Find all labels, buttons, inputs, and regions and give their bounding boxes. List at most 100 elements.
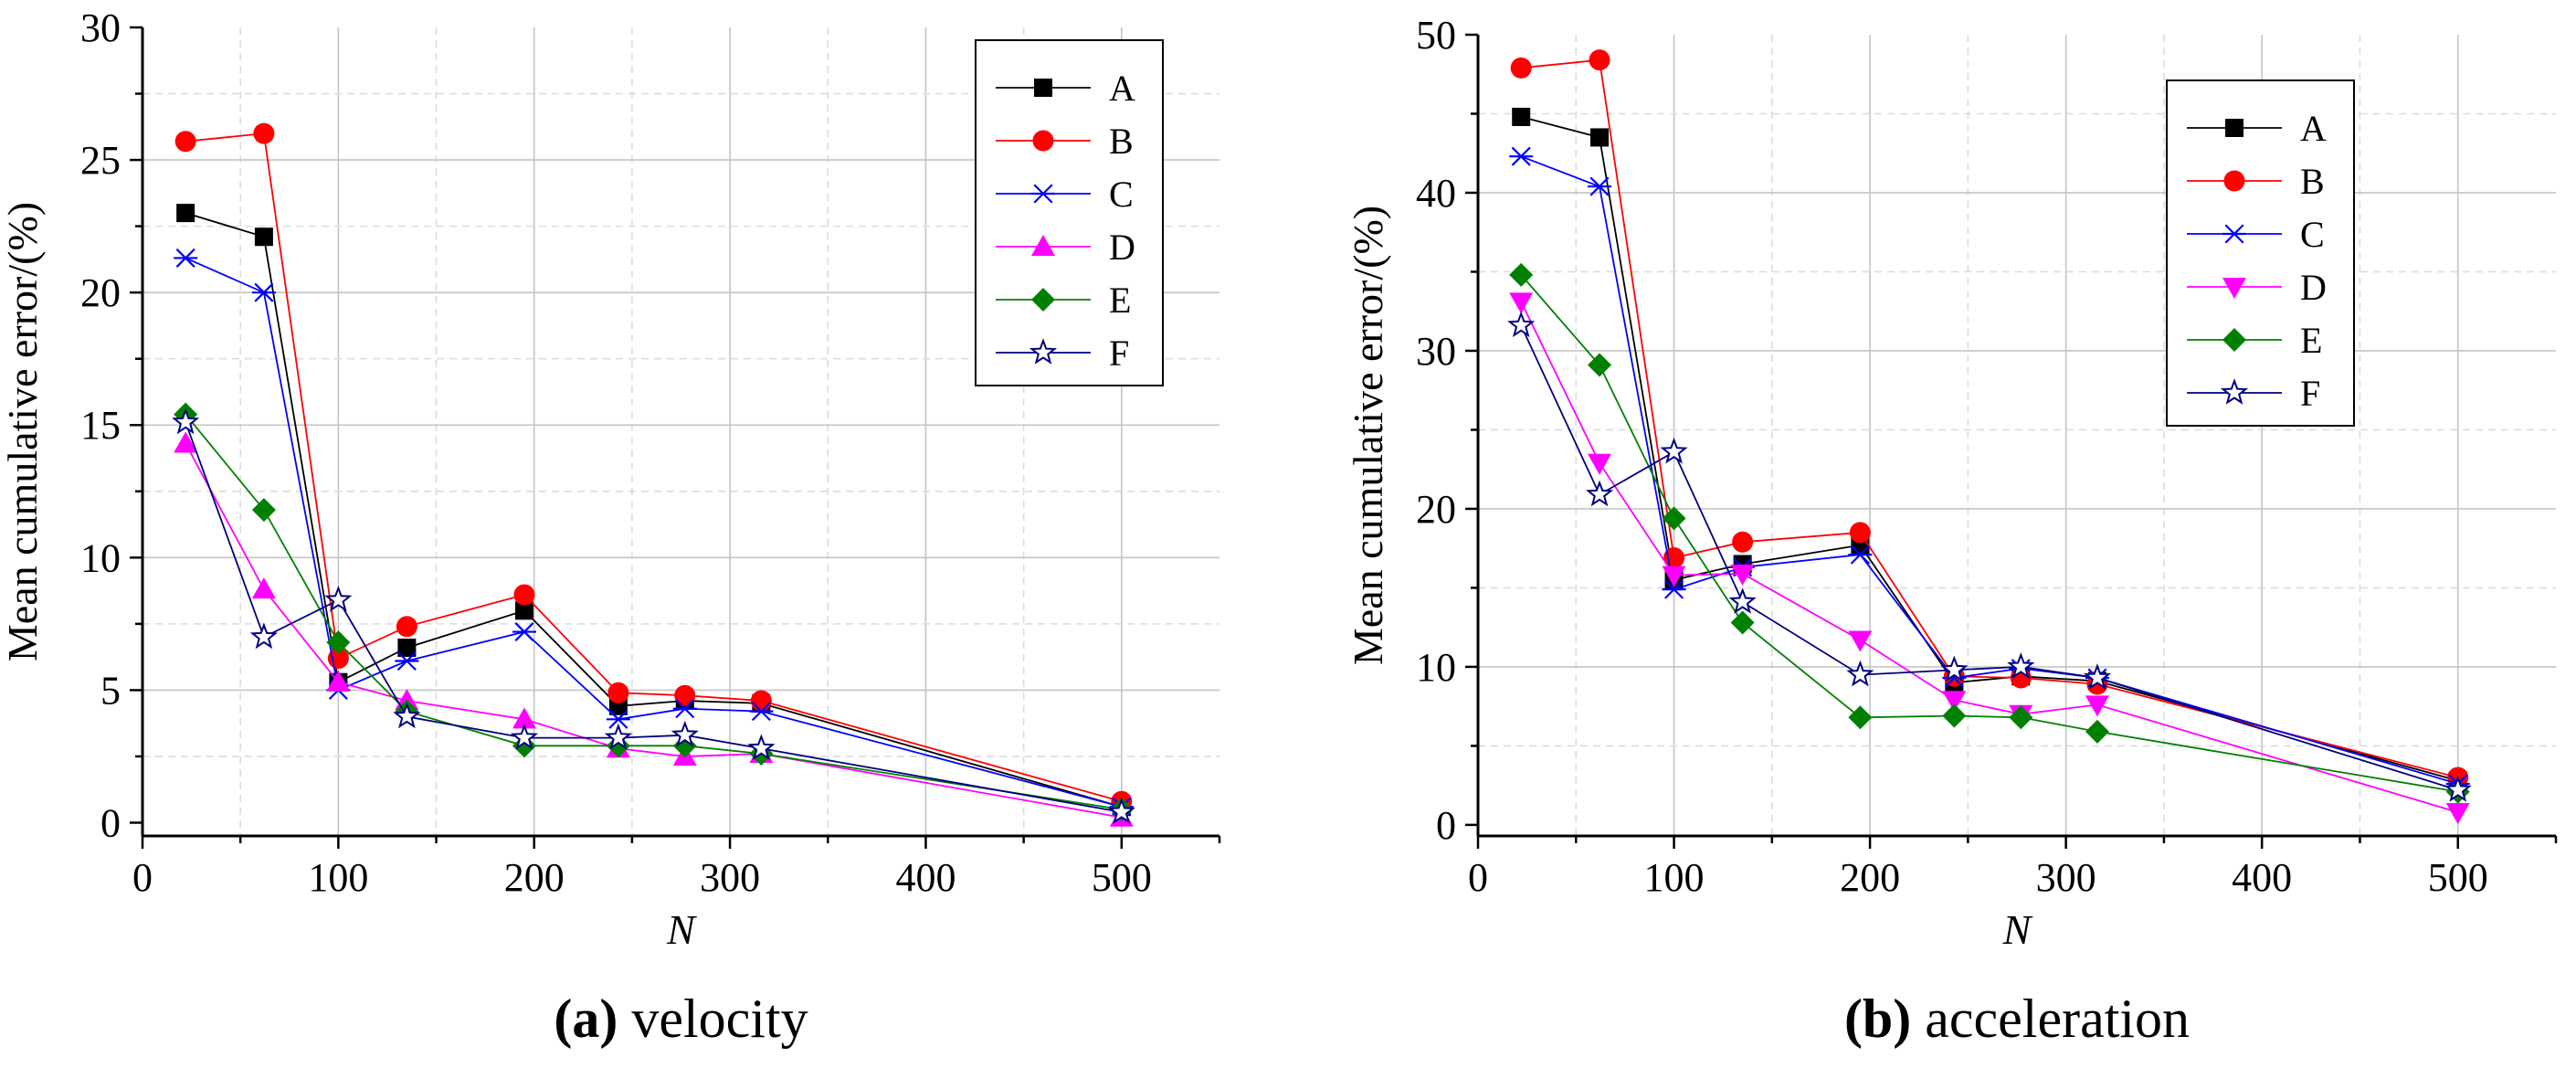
data-point-A [1590, 128, 1610, 147]
legend-marker-C [2222, 224, 2246, 244]
data-point-F [2444, 775, 2472, 802]
data-point-C [1509, 146, 1534, 166]
data-point-C [749, 702, 774, 722]
data-point-E [1730, 610, 1755, 635]
data-point-C [1848, 545, 1873, 565]
legend-marker-A [2225, 119, 2243, 137]
data-point-E [2085, 719, 2109, 744]
data-point-B [1589, 49, 1610, 71]
legend-label-B: B [2300, 161, 2325, 202]
x-tick-label: 0 [132, 855, 153, 900]
data-point-C-stroke [254, 282, 274, 302]
series-E [1509, 262, 2470, 804]
legend-label-F: F [1109, 333, 1129, 374]
data-point-E [251, 498, 276, 523]
data-point-C-stroke [175, 248, 195, 268]
y-tick-label: 40 [1416, 171, 1456, 216]
legend-box [2166, 79, 2355, 427]
chart-velocity: 0 100 200 300 400 500 0 5 10 15 20 25 30 N Mean cumula… [0, 5, 1221, 1049]
data-point-D [174, 431, 198, 453]
x-tick-label: 200 [1840, 855, 1900, 900]
data-point-D [326, 670, 351, 692]
data-point-B [396, 616, 417, 638]
data-point-E [1662, 506, 1686, 531]
data-point-F [1728, 587, 1757, 614]
data-point-E [606, 734, 630, 758]
legend-marker-B [1032, 130, 1054, 152]
data-point-F [670, 720, 699, 747]
data-point-A [176, 204, 195, 223]
x-tick-label: 300 [700, 855, 760, 900]
y-tick-label: 15 [80, 403, 121, 448]
data-point-F [1940, 655, 1969, 682]
data-point-F [604, 723, 633, 750]
data-point-C [1588, 176, 1612, 196]
data-point-E [512, 734, 537, 758]
x-tick-label: 400 [2232, 855, 2292, 900]
data-point-B [674, 684, 696, 706]
data-point-E [1588, 353, 1612, 377]
data-point-F [2007, 652, 2035, 679]
data-point-E [326, 630, 351, 655]
caption-text: acceleration [1911, 989, 2190, 1049]
data-point-F [393, 702, 421, 729]
legend-marker-A [1034, 79, 1052, 97]
data-point-C [1662, 579, 1686, 599]
data-point-F [2083, 663, 2111, 690]
y-tick-label: 10 [1416, 645, 1456, 690]
data-point-D [1848, 630, 1873, 652]
data-point-E [1509, 262, 1534, 287]
data-point-B [174, 131, 196, 153]
chart-caption: (a) velocity [554, 989, 808, 1049]
y-axis-label: Mean cumulative error/(%) [1345, 206, 1391, 665]
x-tick-label: 0 [1468, 855, 1488, 900]
data-point-D [1662, 566, 1686, 587]
y-tick-label: 0 [100, 800, 121, 845]
y-tick-label: 20 [80, 270, 121, 315]
data-point-F [1660, 437, 1688, 464]
x-tick-label: 100 [308, 855, 368, 900]
x-tick-label: 300 [2036, 855, 2096, 900]
data-point-C [512, 622, 537, 642]
data-point-A [397, 638, 417, 657]
data-point-F [172, 407, 200, 435]
x-tick-label: 500 [2428, 855, 2488, 900]
data-point-D [1588, 453, 1612, 475]
data-point-C-stroke [608, 709, 628, 729]
data-point-C [606, 709, 630, 729]
legend-label-E: E [2300, 320, 2322, 361]
series-F [172, 407, 1135, 824]
data-point-A [1512, 107, 1531, 126]
data-point-D [1942, 691, 1967, 713]
data-point-B [607, 682, 629, 703]
series-E [174, 402, 1134, 821]
data-point-B [1849, 522, 1871, 544]
data-point-F [1846, 660, 1874, 687]
legend-marker-D [2222, 278, 2246, 299]
data-point-D [1730, 564, 1755, 586]
data-point-C [1942, 668, 1967, 688]
x-axis-label: N [2002, 906, 2033, 953]
data-point-D [251, 577, 276, 599]
x-tick-label: 200 [504, 855, 565, 900]
data-point-B [513, 584, 535, 606]
legend-marker-B [2223, 170, 2245, 192]
series-line-F [185, 421, 1122, 813]
x-tick-label: 100 [1644, 855, 1705, 900]
data-point-C-stroke [396, 650, 417, 671]
series-D [1509, 292, 2470, 825]
series-F [1507, 311, 2472, 802]
y-tick-label: 30 [1416, 329, 1456, 374]
caption-text: velocity [618, 989, 808, 1049]
chart-acceleration: 0 100 200 300 400 500 0 10 20 30 40 50 N Mean cumulat… [1345, 13, 2558, 1049]
data-point-D [2085, 695, 2109, 717]
x-tick-label: 400 [895, 855, 955, 900]
x-tick-label: 500 [1092, 855, 1152, 900]
data-point-D [1509, 292, 1534, 314]
data-point-C-stroke [1664, 579, 1684, 599]
legend-label-A: A [2300, 108, 2327, 149]
data-point-D [512, 707, 537, 729]
